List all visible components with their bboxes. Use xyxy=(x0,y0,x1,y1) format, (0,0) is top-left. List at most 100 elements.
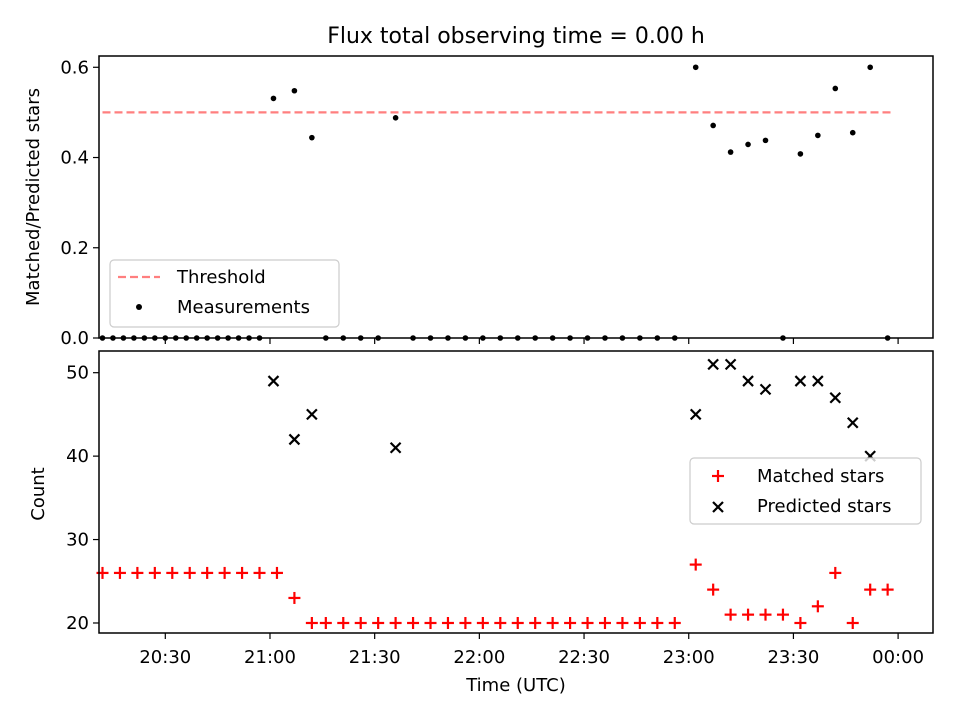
count-x-tick-label: 23:00 xyxy=(663,647,715,668)
measurement-point xyxy=(832,85,839,92)
measurement-point xyxy=(309,134,315,141)
count-x-tick-label: 21:30 xyxy=(349,647,401,668)
measurement-point xyxy=(291,87,298,94)
measurement-point xyxy=(745,141,751,148)
matched-star-point xyxy=(113,566,126,579)
matched-star-point xyxy=(337,616,350,629)
matched-star-point xyxy=(511,616,524,629)
matched-star-point xyxy=(776,608,789,621)
matched-star-point xyxy=(201,566,214,579)
predicted-star-point xyxy=(306,408,318,421)
count-x-tick-label: 20:30 xyxy=(139,647,191,668)
measurement-point xyxy=(797,151,804,157)
matched-star-point xyxy=(529,616,542,629)
matched-star-point xyxy=(389,616,402,629)
matched-star-point xyxy=(616,616,629,629)
matched-star-point xyxy=(759,608,772,621)
predicted-star-point xyxy=(689,408,702,421)
predicted-star-point xyxy=(288,433,301,446)
matched-star-point xyxy=(476,616,489,629)
predicted-legend-label: Predicted stars xyxy=(757,496,891,517)
matched-star-point xyxy=(166,566,179,579)
predicted-star-point xyxy=(794,375,807,387)
matched-star-point xyxy=(794,616,807,629)
matched-star-point xyxy=(598,616,611,629)
matched-star-point xyxy=(564,616,577,629)
matched-star-point xyxy=(441,616,454,629)
matched-star-point xyxy=(668,616,681,629)
measurement-point xyxy=(867,64,873,71)
count-legend-box xyxy=(689,457,922,525)
matched-star-point xyxy=(407,616,420,629)
matched-star-point xyxy=(288,591,301,604)
count-x-tick-label: 21:00 xyxy=(244,647,296,668)
count-x-tick-label: 23:30 xyxy=(767,647,819,668)
ratio-y-axis-label: Matched/Predicted stars xyxy=(23,88,44,306)
matched-star-point xyxy=(424,616,437,629)
count-y-axis-label: Count xyxy=(28,467,49,520)
count-plot-frame xyxy=(98,350,934,634)
count-y-tick-label: 20 xyxy=(66,613,89,634)
threshold-legend-label: Threshold xyxy=(176,267,266,288)
matched-star-point xyxy=(218,566,231,579)
matched-star-point xyxy=(236,566,249,579)
matched-star-point xyxy=(742,608,755,621)
matched-star-point xyxy=(494,616,507,629)
matched-star-point xyxy=(651,616,664,629)
measurements-legend-swatch xyxy=(136,304,142,310)
matched-star-point xyxy=(148,566,161,579)
matched-star-point xyxy=(305,616,318,629)
measurement-point xyxy=(727,149,734,155)
matched-star-point xyxy=(354,616,367,629)
count-panel: Count Time (UTC) 20 30 40 50 20:30 21:00 21:3… xyxy=(28,350,934,696)
matched-star-point xyxy=(459,616,472,629)
ratio-y-tick-label: 0.4 xyxy=(60,148,89,169)
predicted-star-point xyxy=(829,391,842,404)
matched-star-point xyxy=(319,616,332,629)
measurement-point xyxy=(710,122,716,129)
ratio-y-tick-label: 0.0 xyxy=(60,328,89,349)
predicted-star-point xyxy=(846,416,859,429)
count-x-axis-label: Time (UTC) xyxy=(465,675,566,696)
matched-star-point xyxy=(546,616,559,629)
measurement-point xyxy=(392,115,399,121)
ratio-y-tick-label: 0.2 xyxy=(60,238,89,259)
matched-star-point xyxy=(270,566,283,579)
ratio-y-tick-label: 0.6 xyxy=(60,57,89,78)
matched-legend-swatch xyxy=(712,470,724,482)
measurement-point xyxy=(815,132,821,139)
measurement-point xyxy=(762,137,769,144)
measurements-legend-label: Measurements xyxy=(177,297,310,318)
matched-star-points xyxy=(96,558,894,629)
count-x-tick-label: 00:00 xyxy=(872,647,924,668)
ratio-plot-frame xyxy=(98,55,934,339)
count-y-tick-label: 40 xyxy=(66,446,89,467)
count-x-tick-label: 22:30 xyxy=(558,647,610,668)
predicted-star-points xyxy=(267,358,876,462)
count-y-tick-label: 50 xyxy=(66,363,89,384)
count-x-tick-label: 22:00 xyxy=(453,647,505,668)
matched-star-point xyxy=(183,566,196,579)
ratio-legend: Threshold Measurements xyxy=(109,259,340,328)
predicted-legend-swatch xyxy=(712,501,724,513)
matched-star-point xyxy=(881,583,894,596)
count-x-axis: 20:30 21:00 21:30 22:00 22:30 23:00 23:30 00:00 xyxy=(139,633,924,668)
predicted-star-point xyxy=(742,375,754,387)
matched-star-point xyxy=(846,616,859,629)
matched-legend-label: Matched stars xyxy=(757,466,884,487)
matched-star-point xyxy=(581,616,594,629)
count-y-axis: 20 30 40 50 xyxy=(66,363,99,634)
ratio-legend-box xyxy=(109,259,340,328)
measurement-point xyxy=(849,129,856,136)
measurement-point xyxy=(270,95,277,102)
measurement-point xyxy=(692,64,699,71)
predicted-star-point xyxy=(707,358,719,371)
matched-star-point xyxy=(372,616,385,629)
predicted-star-point xyxy=(389,442,402,454)
predicted-star-point xyxy=(812,375,824,387)
count-y-tick-label: 30 xyxy=(66,530,89,551)
figure-title: Flux total observing time = 0.00 h xyxy=(327,24,705,49)
predicted-star-point xyxy=(759,383,772,396)
